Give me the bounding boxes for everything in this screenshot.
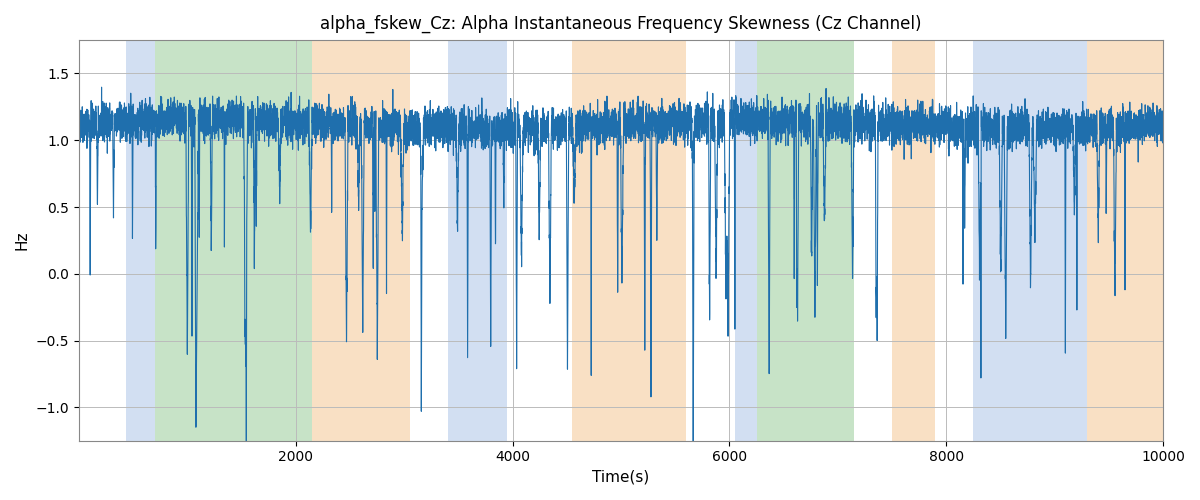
Bar bbox=[572, 40, 686, 440]
Title: alpha_fskew_Cz: Alpha Instantaneous Frequency Skewness (Cz Channel): alpha_fskew_Cz: Alpha Instantaneous Freq… bbox=[320, 15, 922, 34]
X-axis label: Time(s): Time(s) bbox=[593, 470, 649, 485]
Bar bbox=[448, 40, 508, 440]
Bar bbox=[756, 40, 854, 440]
Bar bbox=[1087, 40, 1174, 440]
Bar bbox=[155, 40, 312, 440]
Y-axis label: Hz: Hz bbox=[14, 230, 30, 250]
Bar bbox=[892, 40, 935, 440]
Bar bbox=[734, 40, 756, 440]
Bar bbox=[312, 40, 409, 440]
Bar bbox=[973, 40, 1087, 440]
Bar bbox=[126, 40, 155, 440]
